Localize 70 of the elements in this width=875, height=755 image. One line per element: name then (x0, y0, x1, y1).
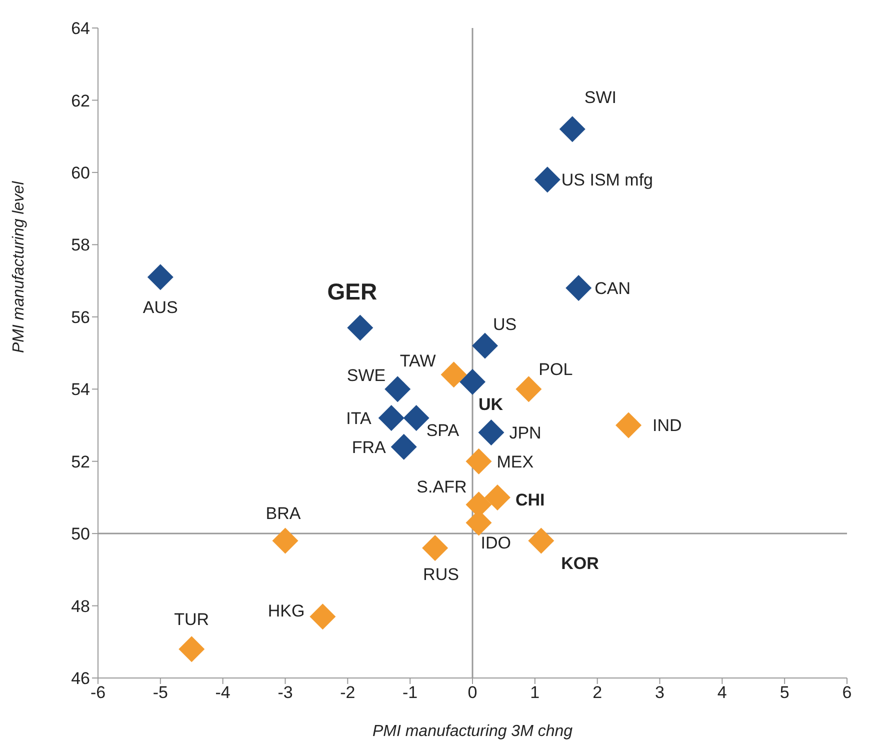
x-tick-label: 3 (655, 683, 664, 702)
x-axis-title: PMI manufacturing 3M chng (372, 723, 573, 740)
annotation: RUS (423, 565, 459, 584)
point (378, 405, 404, 431)
point (566, 275, 592, 301)
annotation: CHI (515, 490, 545, 510)
annotation: POL (538, 360, 573, 380)
point (559, 116, 586, 142)
annotation: BRA (266, 504, 302, 523)
annotation: US ISM mfg (561, 170, 654, 190)
y-tick-label: 60 (71, 163, 90, 182)
point (390, 434, 417, 460)
annotation: SWI (584, 88, 616, 108)
point (440, 362, 467, 388)
annotation: HKG (268, 602, 305, 621)
point (484, 484, 510, 510)
point (460, 368, 486, 395)
x-tick-label: 2 (592, 683, 602, 702)
point (466, 448, 492, 474)
x-tick-label: 5 (780, 683, 790, 702)
x-tick-label: -1 (402, 683, 418, 702)
point (384, 376, 411, 402)
point (528, 528, 554, 554)
x-tick-label: -5 (152, 683, 168, 702)
annotation: IND (652, 416, 682, 436)
point (472, 332, 498, 359)
annotation: ITA (346, 409, 372, 428)
annotation: AUS (142, 298, 178, 318)
x-tick-label: -6 (90, 683, 106, 702)
annotation: S.AFR (416, 478, 467, 497)
y-tick-label: 50 (71, 524, 90, 544)
annotation: SWE (346, 366, 386, 386)
point (178, 636, 205, 662)
point (516, 376, 542, 402)
y-axis-title: PMI manufacturing level (10, 180, 28, 353)
y-tick-label: 62 (71, 91, 90, 110)
y-tick-label: 64 (71, 19, 90, 38)
point (272, 528, 298, 554)
annotation: US (492, 314, 517, 334)
annotation: IDO (480, 534, 511, 553)
point (616, 412, 642, 438)
annotation: KOR (561, 554, 599, 573)
annotation: GER (327, 278, 378, 305)
x-tick-label: 6 (842, 683, 852, 702)
point (310, 604, 336, 630)
x-tick-label: 1 (530, 683, 540, 702)
annotation: CAN (594, 279, 631, 298)
point (147, 264, 174, 290)
annotation: MEX (496, 452, 534, 472)
y-tick-label: 46 (71, 669, 90, 688)
annotation: TAW (400, 352, 436, 371)
point (534, 166, 560, 193)
point (347, 314, 374, 341)
x-tick-label: -4 (215, 683, 230, 702)
point (478, 419, 504, 446)
y-tick-label: 58 (71, 236, 90, 255)
annotation: JPN (509, 423, 542, 442)
x-tick-label: 4 (717, 683, 727, 702)
annotation: FRA (352, 438, 387, 457)
x-tick-label: -3 (278, 683, 293, 702)
annotation: TUR (174, 610, 210, 630)
annotation: SPA (426, 421, 460, 440)
y-tick-label: 48 (71, 596, 90, 616)
annotation: UK (478, 394, 504, 414)
y-tick-label: 54 (71, 380, 90, 400)
y-tick-label: 52 (71, 452, 90, 472)
x-tick-label: -2 (340, 683, 356, 702)
y-tick-label: 56 (71, 308, 90, 327)
x-tick-label: 0 (468, 683, 478, 702)
point (422, 535, 448, 561)
